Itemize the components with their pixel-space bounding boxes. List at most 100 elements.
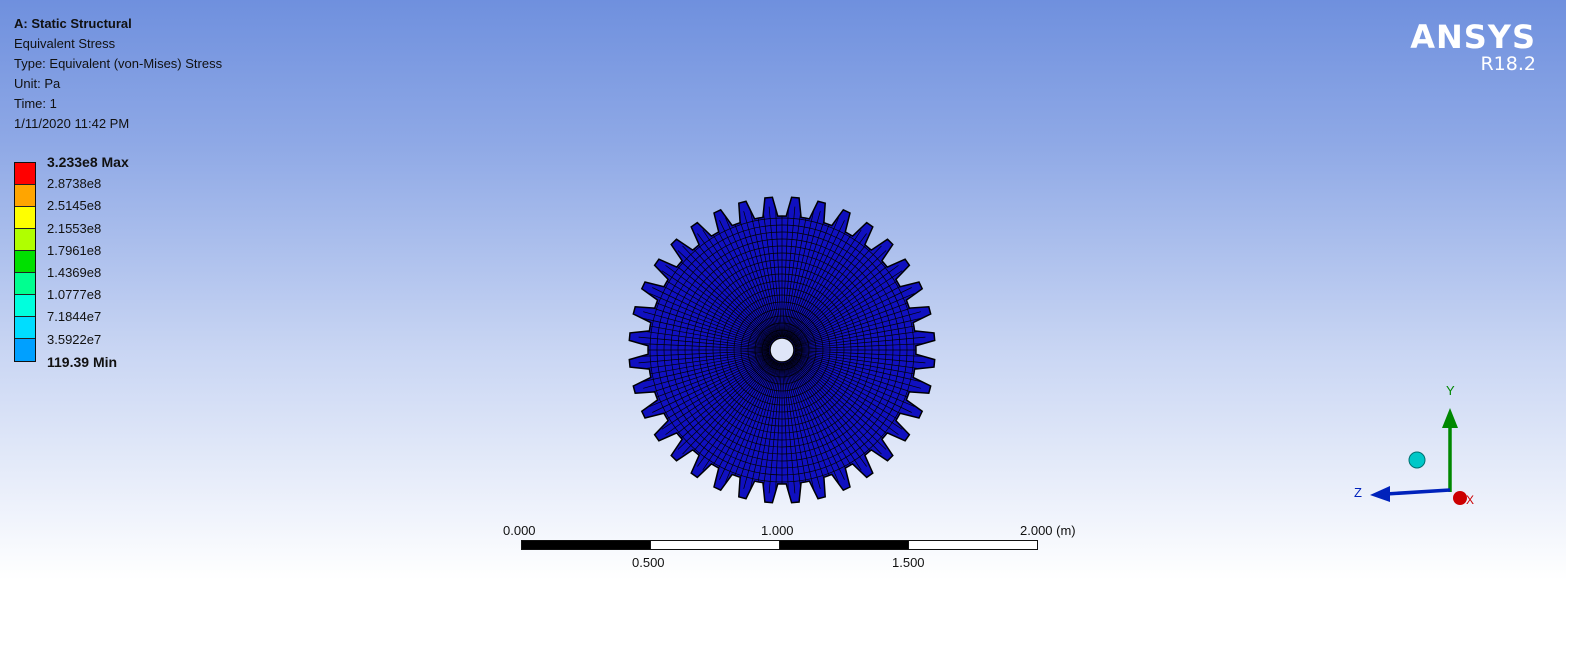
mesh-line — [725, 217, 778, 339]
mesh-line — [737, 362, 779, 488]
mesh-line — [749, 209, 780, 338]
mesh-line — [731, 215, 778, 338]
legend-swatch — [15, 251, 35, 273]
mesh-line — [652, 287, 771, 345]
scale-label-0: 0.000 — [503, 523, 536, 538]
mesh-line — [782, 206, 789, 338]
result-info-panel: A: Static Structural Equivalent Stress T… — [14, 14, 222, 134]
scale-segment — [779, 540, 909, 550]
mesh-line — [789, 237, 873, 341]
mesh-line — [791, 358, 891, 445]
mesh-line — [661, 270, 772, 344]
mesh-line — [649, 293, 771, 346]
mesh-line — [775, 362, 782, 494]
mesh-line — [794, 350, 926, 364]
mesh-line — [640, 351, 770, 377]
mesh-line — [702, 360, 776, 471]
result-time: Time: 1 — [14, 96, 57, 111]
mesh-line — [644, 305, 770, 347]
gear-model[interactable] — [618, 188, 948, 518]
mesh-line — [794, 317, 923, 348]
z-axis-label: Z — [1354, 485, 1362, 500]
scale-label-2: 2.000 (m) — [1020, 523, 1076, 538]
gear-mesh — [638, 206, 926, 494]
legend-label: 3.5922e7 — [47, 331, 102, 347]
mesh-line — [787, 361, 845, 480]
mesh-line — [794, 350, 926, 357]
mesh-line — [638, 350, 770, 357]
y-axis-arrow — [1442, 408, 1458, 428]
legend-swatch — [15, 185, 35, 207]
legend-labels: 3.233e8 Max 2.8738e8 2.5145e8 2.1553e8 1… — [47, 153, 129, 375]
mesh-line — [737, 212, 779, 338]
scale-segment — [908, 540, 1038, 550]
mesh-line — [793, 281, 909, 345]
mesh-line — [794, 353, 921, 389]
scale-segment — [650, 540, 780, 550]
z-axis-line — [1385, 488, 1451, 496]
mesh-line — [788, 226, 857, 339]
scale-label-one-half: 1.500 — [892, 555, 925, 570]
mesh-line — [792, 357, 899, 435]
isometric-view-ball[interactable] — [1408, 451, 1426, 469]
mesh-line — [755, 208, 781, 338]
x-axis-marker — [1453, 491, 1467, 505]
mesh-line — [673, 255, 773, 342]
mesh-line — [687, 359, 774, 459]
mesh-line — [639, 351, 770, 370]
analysis-title: A: Static Structural — [14, 16, 132, 31]
mesh-line — [794, 336, 926, 350]
mesh-line — [788, 361, 857, 474]
mesh-line — [783, 207, 802, 338]
mesh-line — [783, 362, 802, 493]
mesh-line — [647, 354, 770, 401]
mesh-line — [641, 352, 770, 383]
mesh-line — [785, 211, 821, 338]
mesh-line — [786, 217, 839, 339]
mesh-line — [697, 233, 775, 340]
mesh-line — [786, 215, 833, 338]
mesh-line — [713, 223, 777, 339]
mesh-line — [731, 362, 778, 485]
mesh-line — [791, 255, 891, 342]
legend-swatch — [15, 339, 35, 361]
legend-max-label: 3.233e8 Max — [47, 154, 129, 170]
mesh-line — [793, 275, 906, 344]
mesh-line — [789, 233, 867, 340]
legend-swatch — [15, 163, 35, 185]
mesh-line — [794, 351, 925, 370]
mesh-line — [794, 330, 925, 349]
mesh-line — [691, 359, 775, 463]
mesh-line — [655, 281, 771, 345]
mesh-line — [791, 357, 895, 441]
legend-swatch — [15, 317, 35, 339]
coordinate-triad[interactable]: Y Z X — [1340, 376, 1480, 516]
mesh-line — [789, 360, 867, 467]
legend-swatch — [15, 207, 35, 229]
mesh-line — [762, 362, 781, 493]
mesh-line — [644, 353, 770, 395]
scale-label-half: 0.500 — [632, 555, 665, 570]
mesh-line — [792, 270, 903, 344]
mesh-line — [640, 323, 770, 349]
mesh-line — [638, 350, 770, 364]
mesh-line — [725, 361, 778, 483]
mesh-line — [638, 336, 770, 350]
scale-label-1: 1.000 — [761, 523, 794, 538]
mesh-line — [652, 355, 771, 413]
result-name: Equivalent Stress — [14, 36, 116, 51]
mesh-line — [785, 362, 827, 488]
mesh-line — [647, 299, 770, 346]
mesh-line — [655, 355, 771, 419]
scale-segment — [521, 540, 651, 550]
graphics-viewport[interactable]: A: Static Structural Equivalent Stress T… — [0, 0, 1566, 580]
mesh-line — [787, 220, 845, 339]
mesh-line — [790, 245, 882, 341]
x-axis-label: X — [1466, 493, 1474, 507]
mesh-line — [784, 362, 815, 491]
mesh-line — [743, 362, 779, 489]
mesh-line — [788, 229, 862, 340]
mesh-line — [792, 356, 903, 430]
mesh-line — [793, 355, 909, 419]
mesh-line — [682, 359, 774, 455]
